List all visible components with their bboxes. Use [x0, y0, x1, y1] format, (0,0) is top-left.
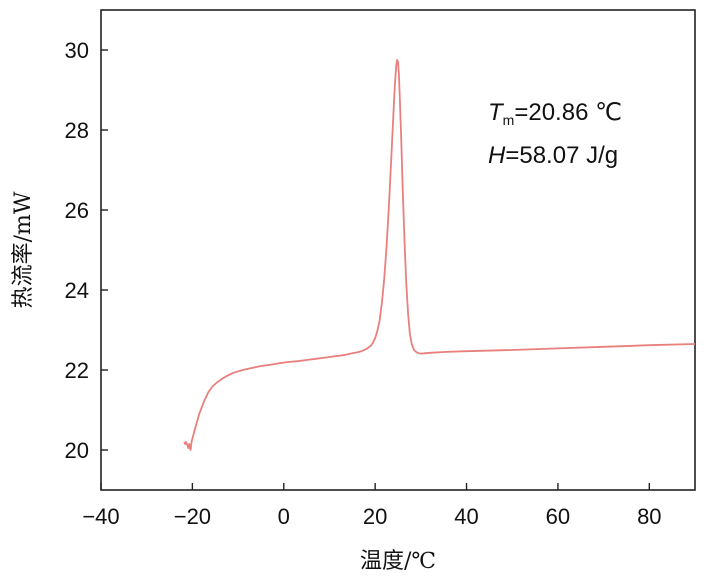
annotation-tm: Tm=20.86 ℃: [488, 99, 622, 128]
x-axis-title: 温度/℃: [360, 549, 436, 574]
tm-value: =20.86 ℃: [514, 99, 622, 126]
y-tick-label: 24: [65, 278, 89, 303]
tm-subscript: m: [503, 112, 515, 128]
x-tick-label: −40: [82, 504, 119, 529]
y-tick-label: 26: [65, 198, 89, 223]
y-tick-label: 30: [65, 38, 89, 63]
x-axis: −40 −20 0 20 40 60 80: [82, 483, 662, 529]
h-symbol: H: [488, 142, 506, 169]
h-value: =58.07 J/g: [505, 142, 618, 169]
y-tick-label: 28: [65, 118, 89, 143]
y-tick-label: 22: [65, 358, 89, 383]
x-tick-label: −20: [174, 504, 211, 529]
y-axis: 20 22 24 26 28 30: [65, 38, 108, 463]
y-tick-label: 20: [65, 438, 89, 463]
x-tick-label: 20: [363, 504, 387, 529]
plot-frame: [100, 9, 696, 491]
x-tick-label: 0: [278, 504, 290, 529]
heat-flow-series-line: [183, 59, 696, 451]
x-tick-label: 60: [546, 504, 570, 529]
y-axis-title: 热流率/mW: [11, 191, 36, 308]
x-tick-label: 80: [637, 504, 661, 529]
x-tick-label: 40: [454, 504, 478, 529]
tm-symbol: T: [488, 99, 505, 126]
annotation-h: H=58.07 J/g: [488, 142, 618, 169]
